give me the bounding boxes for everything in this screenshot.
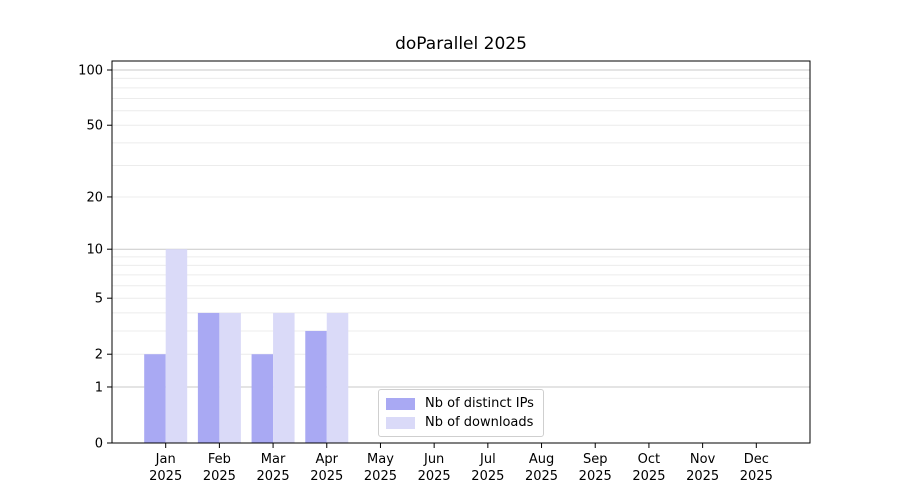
bar-nb-of-downloads-jan — [165, 249, 188, 443]
plot-border — [111, 60, 811, 444]
legend-item-distinct-ips: Nb of distinct IPs — [386, 396, 543, 411]
x-tick-label-year: 2025 — [364, 469, 397, 484]
bar-nb-of-distinct-ips-apr — [305, 330, 327, 443]
x-tick-label-month: Mar — [261, 452, 286, 467]
x-tick-label-year: 2025 — [740, 469, 773, 484]
x-tick-label-year: 2025 — [418, 469, 451, 484]
x-tick-label-month: Oct — [638, 452, 660, 467]
x-tick-label-month: Jan — [155, 452, 176, 467]
y-tick-label: 10 — [86, 243, 103, 258]
bar-nb-of-distinct-ips-mar — [251, 354, 274, 443]
chart-title: doParallel 2025 — [395, 34, 527, 54]
legend-item-downloads: Nb of downloads — [386, 415, 543, 430]
bar-nb-of-distinct-ips-jan — [144, 354, 166, 443]
x-tick-label-month: Dec — [744, 452, 769, 467]
bar-nb-of-downloads-feb — [219, 312, 241, 443]
x-tick-label-year: 2025 — [632, 469, 665, 484]
x-tick-label-month: Jul — [479, 452, 496, 467]
x-tick-label-year: 2025 — [257, 469, 290, 484]
x-tick-label-month: Jun — [423, 452, 444, 467]
x-tick-label-month: Nov — [690, 452, 716, 467]
y-tick-label: 5 — [95, 292, 103, 307]
y-tick-label: 100 — [78, 64, 103, 79]
x-tick-label-month: Sep — [583, 452, 608, 467]
bar-nb-of-downloads-mar — [273, 312, 295, 443]
x-tick-label-year: 2025 — [579, 469, 612, 484]
legend-swatch-downloads — [386, 416, 415, 429]
y-tick-label: 1 — [95, 380, 103, 395]
x-tick-label-year: 2025 — [149, 469, 182, 484]
y-tick-label: 20 — [86, 190, 103, 205]
x-tick-label-year: 2025 — [310, 469, 343, 484]
x-tick-label-year: 2025 — [471, 469, 504, 484]
legend-label-downloads: Nb of downloads — [425, 415, 534, 430]
y-tick-label: 2 — [95, 348, 103, 363]
x-tick-label-year: 2025 — [203, 469, 236, 484]
x-tick-label-month: Feb — [208, 452, 231, 467]
x-tick-label-month: Aug — [529, 452, 554, 467]
legend-swatch-distinct-ips — [386, 397, 415, 410]
legend-label-distinct-ips: Nb of distinct IPs — [425, 396, 534, 411]
bar-nb-of-distinct-ips-feb — [197, 312, 220, 443]
x-tick-label-year: 2025 — [525, 469, 558, 484]
y-tick-label: 0 — [95, 437, 103, 452]
x-tick-label-month: Apr — [316, 452, 339, 467]
x-tick-label-year: 2025 — [686, 469, 719, 484]
bar-nb-of-downloads-apr — [326, 312, 349, 443]
y-tick-label: 50 — [86, 119, 103, 134]
legend: Nb of distinct IPs Nb of downloads — [378, 389, 544, 437]
x-tick-label-month: May — [367, 452, 394, 467]
